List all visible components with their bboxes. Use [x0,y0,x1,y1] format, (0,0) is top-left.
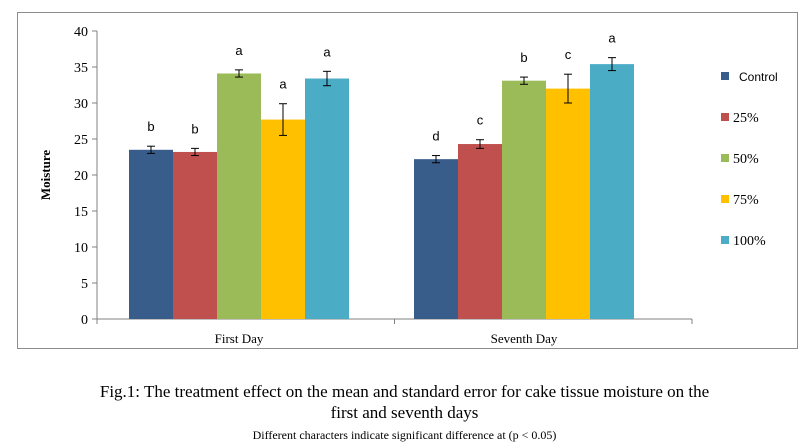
figure-caption-line2: first and seventh days [330,403,479,422]
x-category-label: Seventh Day [491,331,558,346]
bar-100pct-1 [590,64,634,319]
bar-50pct-1 [502,80,546,320]
chart-frame: 0 5 10 15 20 25 30 35 40 Moisture b b a a a First Day d c… [17,12,798,349]
bar-25pct-0 [173,151,217,319]
significance-letter: c [477,113,484,128]
significance-letter: a [279,77,287,92]
legend-entry: Control [739,70,778,84]
y-tick-label: 35 [74,61,88,76]
y-tick-label: 0 [81,313,88,328]
legend-entry: 75% [733,193,759,208]
legend-swatch [721,236,729,244]
significance-letter: a [323,44,331,59]
legend-entry: 25% [733,111,759,126]
significance-letter: b [191,121,198,136]
bar-control-1 [414,159,458,319]
significance-letter: a [608,31,616,46]
legend-swatch [721,72,729,80]
bar-control-0 [129,149,173,319]
y-axis-label: Moisture [38,150,53,201]
significance-letter: a [235,43,243,58]
bar-25pct-1 [458,144,502,319]
y-tick-label: 5 [81,277,88,292]
legend-swatch [721,195,729,203]
y-tick-label: 25 [74,133,88,148]
significance-letter: b [520,50,527,65]
bar-75pct-0 [261,119,305,319]
significance-letter: b [147,119,154,134]
y-tick-label: 40 [74,25,88,40]
y-tick-label: 30 [74,97,88,112]
figure-caption-line1: Fig.1: The treatment effect on the mean … [99,382,710,401]
significance-letter: c [565,47,572,62]
significance-note: Different characters indicate significan… [252,428,557,442]
significance-letter: d [432,129,439,144]
y-tick-label: 20 [74,169,88,184]
bar-75pct-1 [546,88,590,319]
bar-chart: 0 5 10 15 20 25 30 35 40 Moisture b b a a a First Day d c… [38,25,778,346]
y-tick-label: 15 [74,205,88,220]
legend-entry: 100% [733,234,766,249]
y-tick-label: 10 [74,241,88,256]
bar-50pct-0 [217,73,261,319]
x-category-label: First Day [215,331,264,346]
bar-100pct-0 [305,78,349,320]
legend-swatch [721,154,729,162]
legend-swatch [721,113,729,121]
legend-entry: 50% [733,152,759,167]
